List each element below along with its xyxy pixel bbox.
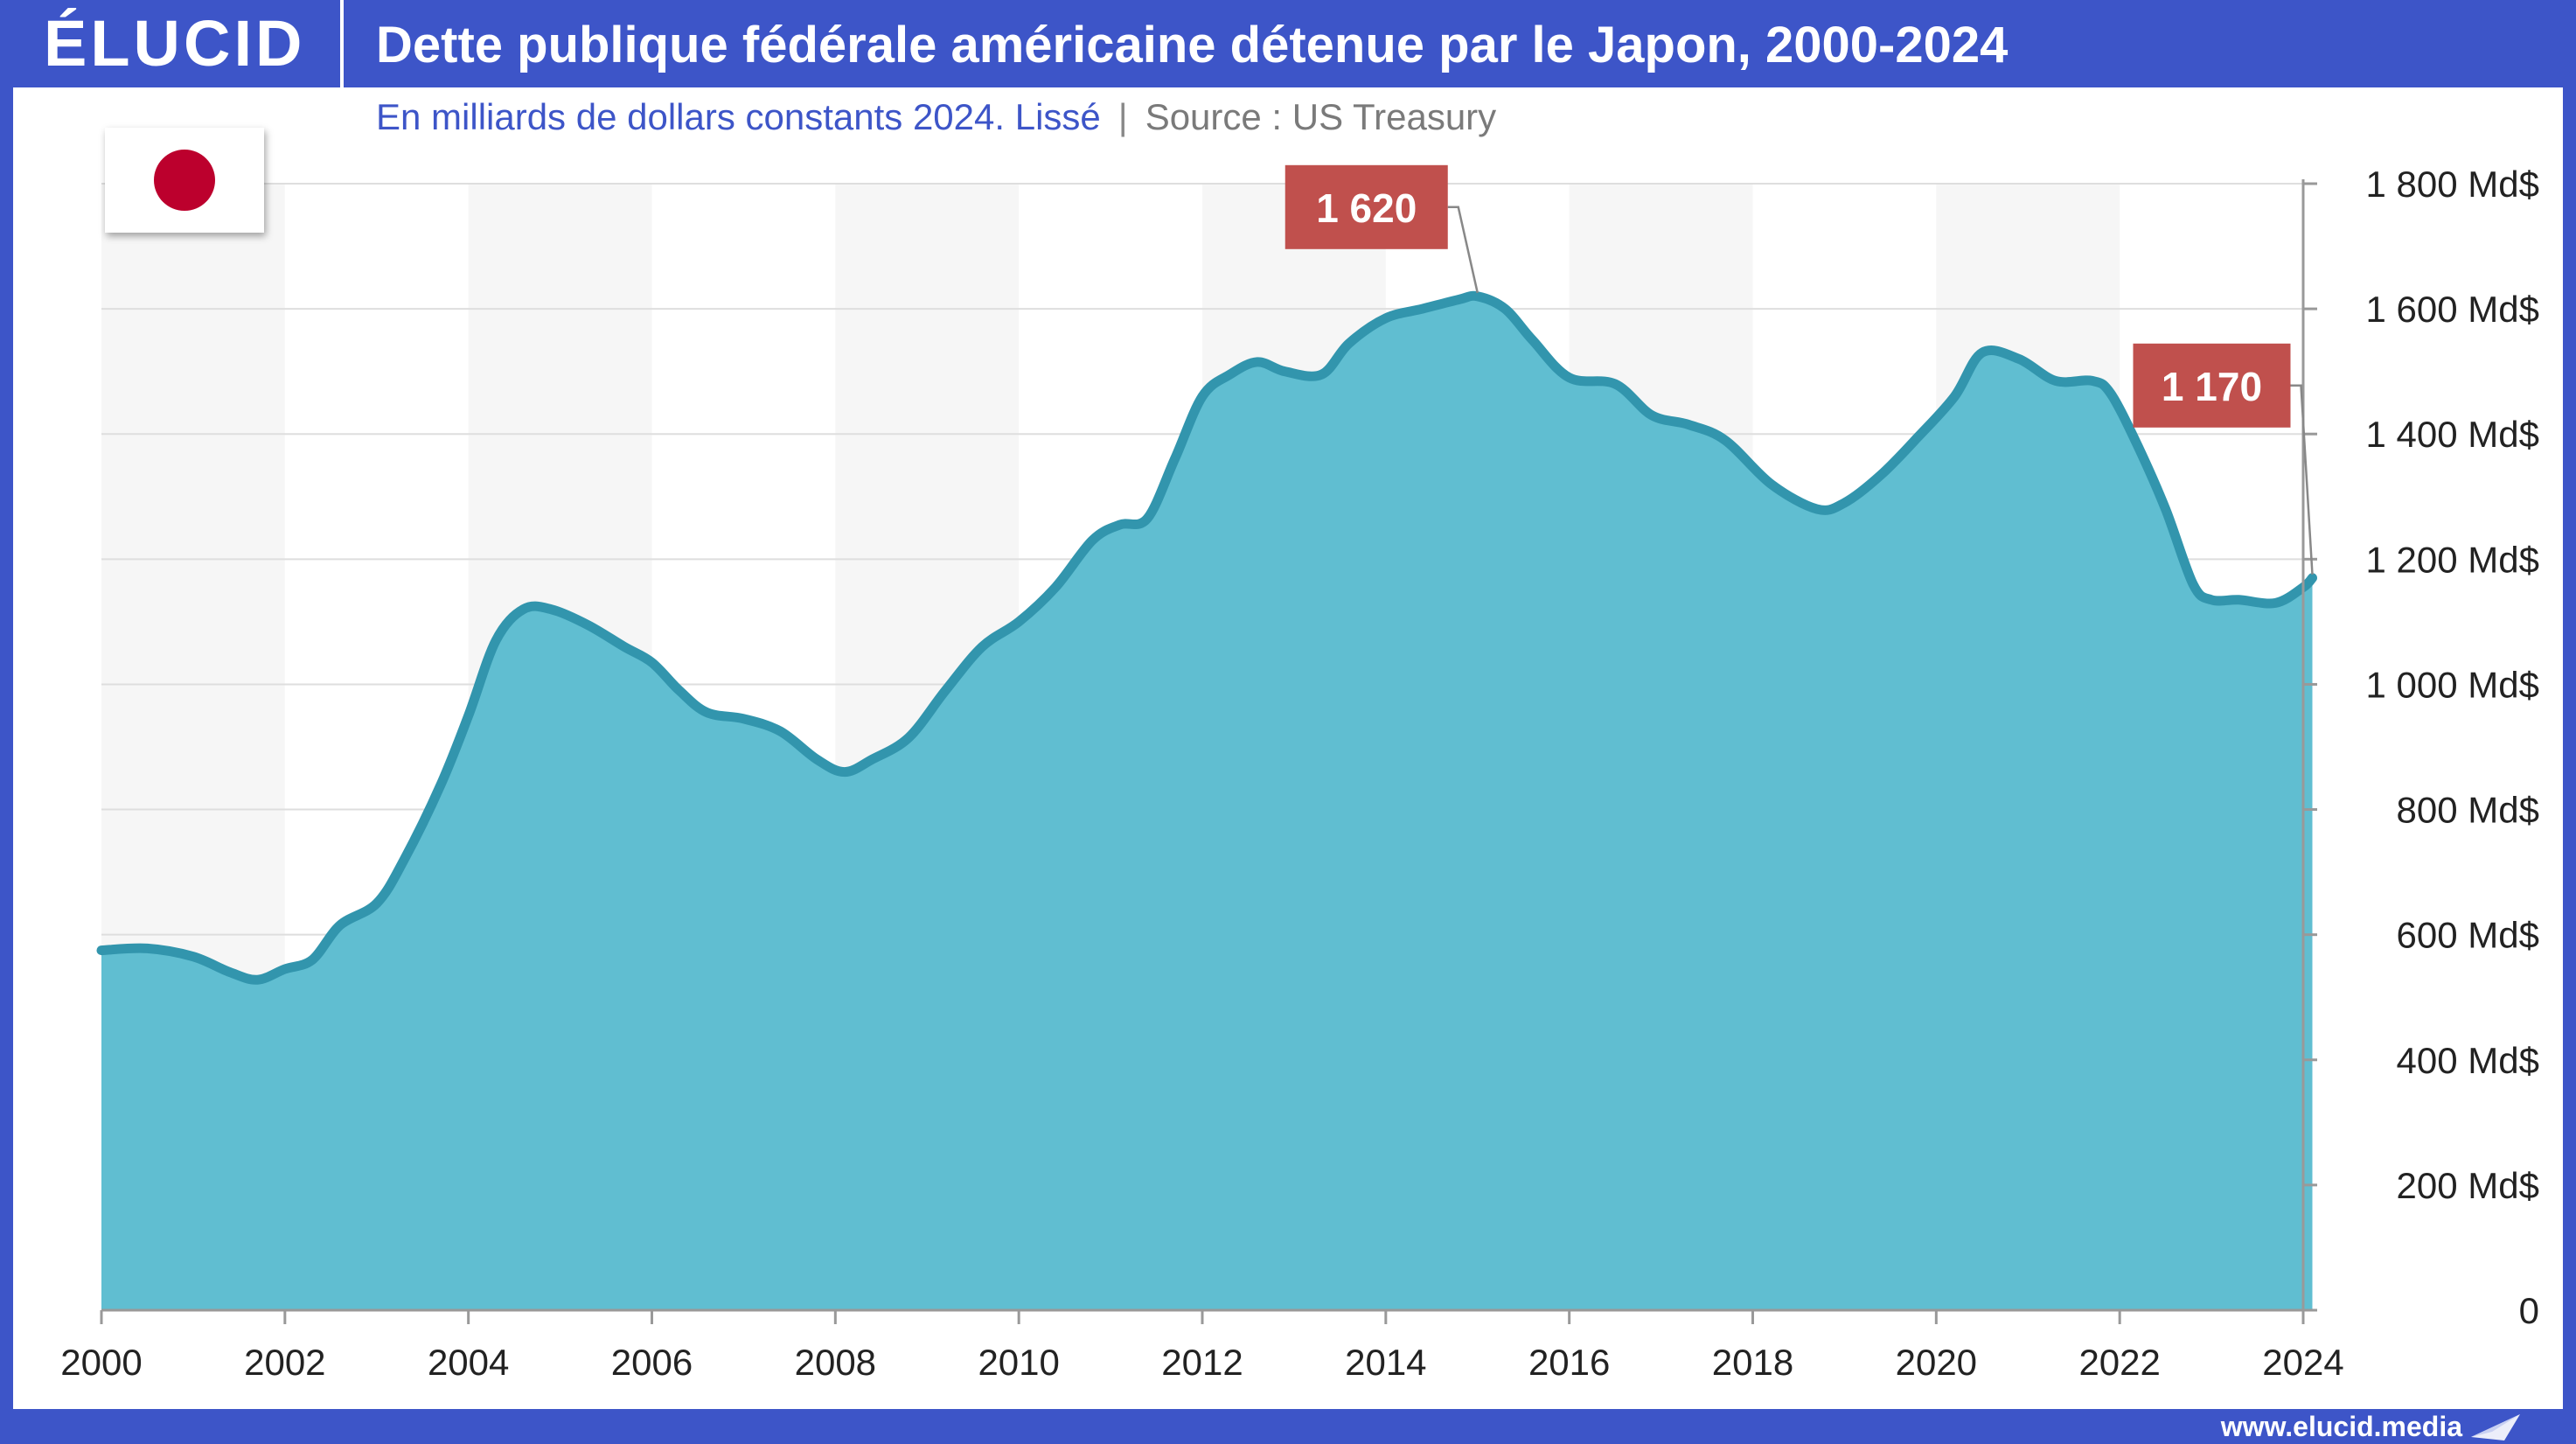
y-tick-label: 1 800 Md$	[2366, 164, 2539, 205]
y-tick-label: 1 000 Md$	[2366, 664, 2539, 705]
x-tick-label: 2020	[1896, 1342, 1977, 1383]
header-divider	[340, 0, 344, 87]
japan-flag-icon	[105, 128, 264, 233]
area-chart: 2000 2002 2004 2006 2008 2010 2012 2014 2016 2018…	[60, 164, 2539, 1383]
footer-bar: www.elucid.media	[0, 1409, 2576, 1444]
x-tick-label: 2014	[1345, 1342, 1426, 1383]
callout-label: 1 170	[2162, 364, 2262, 409]
header-bar: ÉLUCID Dette publique fédérale américain…	[0, 0, 2576, 87]
callout-leader	[1447, 206, 1479, 294]
series-line	[96, 290, 2317, 985]
chart-title: Dette publique fédérale américaine déten…	[376, 17, 2009, 73]
y-tick-label: 200 Md$	[2397, 1165, 2539, 1206]
y-tick-label: 1 600 Md$	[2366, 289, 2539, 330]
x-tick-label: 2022	[2078, 1342, 2160, 1383]
x-tick-label: 2008	[795, 1342, 876, 1383]
website-link[interactable]: www.elucid.media	[2220, 1411, 2462, 1442]
x-tick-label: 2000	[60, 1342, 142, 1383]
x-tick-label: 2012	[1161, 1342, 1243, 1383]
callout-box	[2133, 343, 2291, 428]
area-fill	[101, 296, 2313, 1310]
x-tick-label: 2010	[978, 1342, 1059, 1383]
x-tick-label: 2002	[244, 1342, 325, 1383]
flag-red-disc	[154, 150, 215, 211]
x-tick-label: 2004	[428, 1342, 509, 1383]
axes: 2000 2002 2004 2006 2008 2010 2012 2014 2016 2018…	[60, 164, 2539, 1383]
y-tick-label: 0	[2519, 1290, 2539, 1331]
paper-plane-icon	[2471, 1414, 2520, 1441]
y-tick-label: 1 200 Md$	[2366, 539, 2539, 580]
brand-logo[interactable]: ÉLUCID	[44, 7, 306, 80]
callout-leader	[2290, 384, 2314, 575]
y-tick-label: 400 Md$	[2397, 1040, 2539, 1081]
x-tick-label: 2006	[611, 1342, 693, 1383]
y-tick-label: 1 400 Md$	[2366, 414, 2539, 455]
x-tick-label: 2016	[1528, 1342, 1610, 1383]
subtitle-text: En milliards de dollars constants 2024. …	[376, 96, 1101, 137]
subtitle-separator: |	[1117, 96, 1128, 137]
callout-box	[1285, 164, 1448, 249]
callouts: 1 620 1 170	[1285, 164, 2314, 575]
source-text: Source : US Treasury	[1145, 96, 1497, 137]
x-tick-label: 2018	[1712, 1342, 1793, 1383]
x-tick-label: 2024	[2262, 1342, 2343, 1383]
callout-label: 1 620	[1316, 185, 1417, 231]
y-tick-label: 600 Md$	[2397, 915, 2539, 956]
y-tick-label: 800 Md$	[2397, 790, 2539, 831]
chart-subtitle: En milliards de dollars constants 2024. …	[376, 96, 1496, 138]
